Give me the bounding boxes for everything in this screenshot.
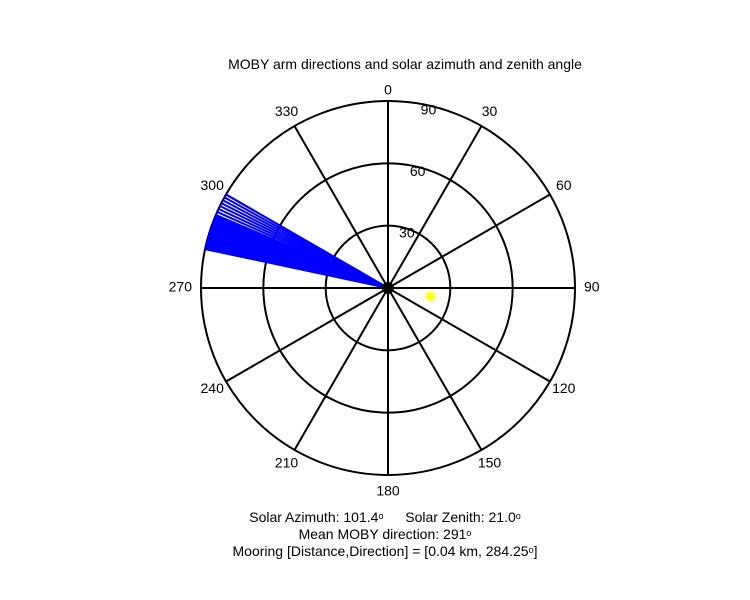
- markers: [382, 282, 437, 303]
- mooring-line: Mooring [Distance,Direction] = [0.04 km,…: [0, 543, 750, 559]
- spoke-150: [387, 287, 483, 451]
- radial-tick-label-90: 90: [421, 102, 437, 118]
- ring-90: [200, 100, 576, 476]
- angle-tick-label-240: 240: [201, 380, 225, 396]
- angle-tick-label-30: 30: [482, 103, 498, 119]
- mean-direction-line: Mean MOBY direction: 291o: [0, 526, 750, 542]
- angle-tick-label-300: 300: [201, 177, 225, 193]
- spoke-210: [293, 287, 389, 451]
- spoke-240: [225, 287, 389, 383]
- solar-azimuth-value: 101.4: [343, 509, 379, 525]
- angle-tick-label-60: 60: [556, 177, 572, 193]
- arm-directions: [204, 193, 389, 289]
- solar-info-line: Solar Azimuth: 101.4o Solar Zenith: 21.0…: [0, 509, 750, 525]
- radial-tick-label-60: 60: [410, 163, 426, 179]
- angle-tick-label-270: 270: [169, 279, 193, 295]
- arm-line-29: [225, 193, 389, 289]
- degree-symbol: o: [378, 511, 384, 521]
- spoke-330: [293, 125, 389, 289]
- solar-zenith-value: 21.0: [488, 509, 516, 525]
- mean-direction-value: 291: [443, 526, 467, 542]
- mooring-suffix: ]: [533, 543, 538, 559]
- angle-tick-label-330: 330: [275, 103, 299, 119]
- degree-symbol: o: [528, 545, 534, 555]
- solar-marker: [425, 291, 437, 303]
- angle-tick-label-0: 0: [384, 82, 392, 98]
- tick-labels: 0 30 60 90 120 150 180 210 240 270 300 330 30 60 90: [169, 82, 600, 499]
- chart-title: MOBY arm directions and solar azimuth an…: [228, 56, 582, 72]
- solar-zenith-label: Solar Zenith:: [405, 509, 485, 525]
- angle-tick-label-150: 150: [478, 455, 502, 471]
- angle-tick-label-90: 90: [584, 279, 600, 295]
- degree-symbol: o: [466, 528, 472, 538]
- angle-tick-label-210: 210: [275, 455, 299, 471]
- spoke-120: [387, 287, 551, 383]
- spoke-30: [387, 125, 483, 289]
- angle-tick-label-120: 120: [552, 380, 576, 396]
- angle-tick-label-180: 180: [376, 483, 400, 499]
- center-marker: [382, 282, 394, 294]
- ring-30: [324, 224, 452, 352]
- mooring-text: Mooring [Distance,Direction] = [0.04 km,…: [232, 543, 529, 559]
- degree-symbol: o: [515, 511, 521, 521]
- ring-60: [262, 162, 514, 414]
- spoke-60: [387, 193, 551, 289]
- radial-tick-label-30: 30: [399, 224, 415, 240]
- mean-direction-label: Mean MOBY direction:: [298, 526, 440, 542]
- solar-azimuth-label: Solar Azimuth:: [249, 509, 340, 525]
